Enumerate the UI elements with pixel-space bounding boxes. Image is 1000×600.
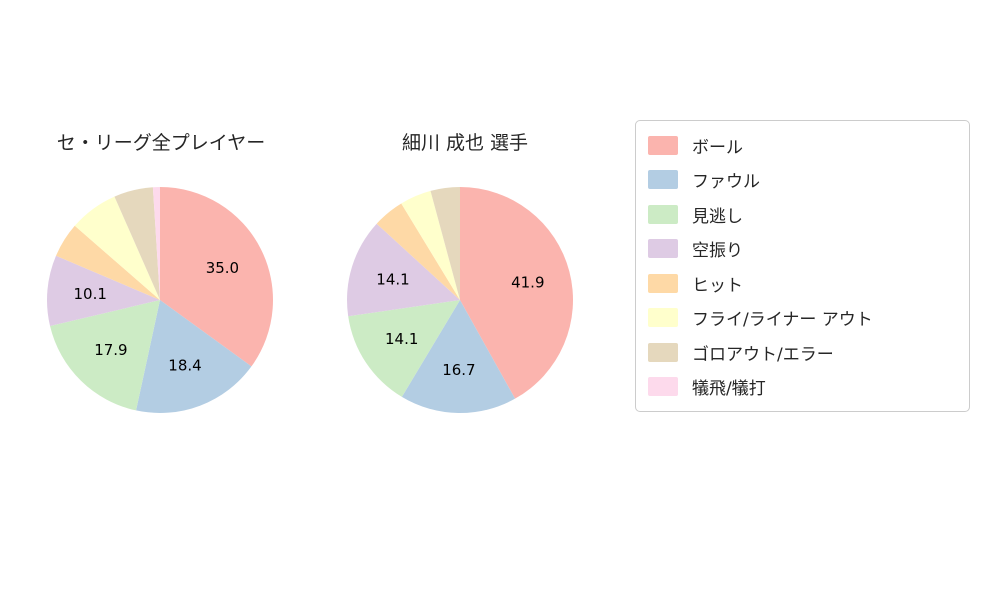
pie-slice-0-2 (50, 300, 160, 411)
legend-item-foul: ファウル (636, 167, 969, 192)
pie-title-player: 細川 成也 選手 (401, 132, 529, 154)
legend-item-called-strike: 見逃し (636, 202, 969, 227)
legend-label-foul: ファウル (692, 172, 760, 193)
pie-value-label-0-0: 35.0 (206, 259, 239, 277)
legend-label-ball: ボール (692, 137, 743, 158)
legend-label-hit: ヒット (692, 275, 743, 296)
pie-slice-1-6 (430, 187, 460, 300)
legend-item-hit: ヒット (636, 271, 969, 296)
pie-value-label-0-3: 10.1 (73, 285, 106, 303)
pie-slice-1-2 (348, 300, 460, 397)
pie-slice-0-7 (152, 186, 160, 300)
pie-slice-0-0 (160, 187, 274, 367)
pie-slice-1-5 (401, 190, 460, 300)
pie-slice-1-3 (347, 223, 460, 317)
legend-swatch-swinging-miss (648, 239, 678, 259)
legend-swatch-fly-liner-out (648, 308, 678, 328)
pie-title-league: セ・リーグ全プレイヤー (56, 132, 266, 154)
pie-value-label-1-2: 14.1 (385, 330, 418, 348)
pie-slice-1-1 (401, 300, 516, 414)
legend: ボール ファウル 見逃し 空振り ヒット フライ/ライナー アウト ゴロアウト/… (635, 120, 970, 412)
legend-label-called-strike: 見逃し (692, 206, 743, 227)
pie-slice-1-0 (460, 187, 574, 399)
legend-label-sacrifice: 犠飛/犠打 (692, 379, 766, 400)
pie-slice-0-1 (136, 300, 252, 413)
legend-swatch-called-strike (648, 204, 678, 224)
pie-value-label-1-0: 41.9 (511, 273, 544, 291)
pie-value-label-0-2: 17.9 (94, 341, 127, 359)
legend-swatch-sacrifice (648, 377, 678, 397)
legend-label-fly-liner-out: フライ/ライナー アウト (692, 310, 873, 331)
legend-item-fly-liner-out: フライ/ライナー アウト (636, 305, 969, 330)
legend-swatch-foul (648, 170, 678, 190)
pie-slice-0-5 (74, 196, 160, 300)
pie-value-label-1-3: 14.1 (376, 270, 409, 288)
legend-item-sacrifice: 犠飛/犠打 (636, 374, 969, 399)
legend-swatch-hit (648, 273, 678, 293)
pie-value-label-1-1: 16.7 (442, 361, 475, 379)
pie-chart-player: 41.9 16.7 14.1 14.1 (345, 185, 575, 415)
legend-item-ball: ボール (636, 133, 969, 158)
legend-item-groundout-error: ゴロアウト/エラー (636, 340, 969, 365)
legend-item-swinging-miss: 空振り (636, 236, 969, 261)
legend-swatch-ball (648, 135, 678, 155)
pie-slice-1-4 (376, 203, 460, 300)
legend-swatch-groundout-error (648, 342, 678, 362)
pie-slice-0-4 (56, 225, 160, 300)
pie-slice-0-3 (46, 255, 160, 327)
legend-label-groundout-error: ゴロアウト/エラー (692, 344, 834, 365)
pie-slice-0-6 (114, 187, 160, 300)
legend-label-swinging-miss: 空振り (692, 241, 743, 262)
pie-value-label-0-1: 18.4 (168, 357, 201, 375)
pie-chart-league: 35.0 18.4 17.9 10.1 (45, 185, 275, 415)
